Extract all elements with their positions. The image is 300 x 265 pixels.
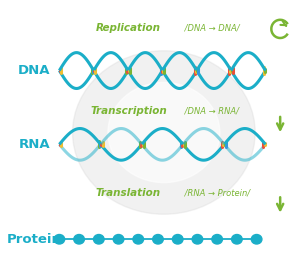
- Text: DNA: DNA: [18, 64, 51, 77]
- Circle shape: [212, 235, 223, 244]
- Text: /RNA → Protein/: /RNA → Protein/: [182, 189, 250, 198]
- Circle shape: [54, 235, 64, 244]
- Text: /DNA → DNA/: /DNA → DNA/: [182, 24, 239, 33]
- Circle shape: [232, 235, 242, 244]
- Text: Transcription: Transcription: [90, 107, 167, 116]
- Text: Translation: Translation: [96, 188, 161, 198]
- Circle shape: [153, 235, 163, 244]
- Circle shape: [94, 235, 104, 244]
- Text: Protein: Protein: [7, 233, 62, 246]
- Circle shape: [133, 235, 144, 244]
- Text: Replication: Replication: [96, 23, 161, 33]
- Circle shape: [251, 235, 262, 244]
- Circle shape: [192, 235, 203, 244]
- Circle shape: [113, 235, 124, 244]
- Circle shape: [73, 51, 255, 214]
- Text: RNA: RNA: [19, 138, 50, 151]
- Circle shape: [172, 235, 183, 244]
- Circle shape: [108, 82, 220, 183]
- Circle shape: [74, 235, 84, 244]
- Text: /DNA → RNA/: /DNA → RNA/: [182, 107, 238, 116]
